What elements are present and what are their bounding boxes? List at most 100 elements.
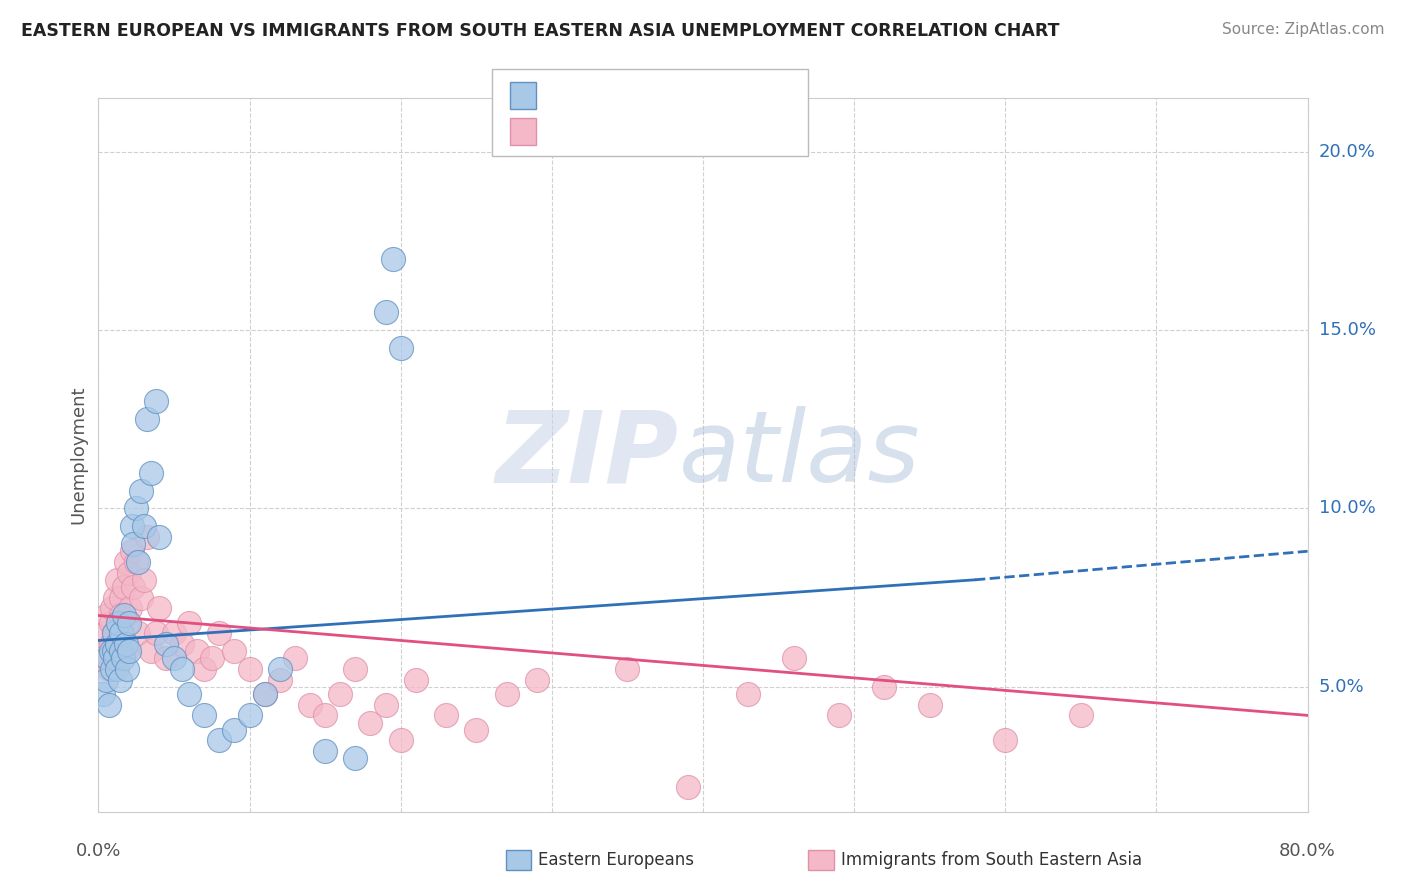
Point	[125, 501, 148, 516]
Text: Source: ZipAtlas.com: Source: ZipAtlas.com	[1222, 22, 1385, 37]
Text: 5.0%: 5.0%	[1319, 678, 1364, 696]
Text: 0.0%: 0.0%	[76, 842, 121, 860]
Point	[208, 733, 231, 747]
Point	[382, 252, 405, 266]
Point	[107, 615, 129, 630]
Point	[110, 626, 132, 640]
Point	[495, 687, 517, 701]
Point	[118, 644, 141, 658]
Point	[111, 626, 134, 640]
Point	[129, 483, 152, 498]
Point	[239, 662, 262, 676]
Point	[120, 601, 142, 615]
Point	[994, 733, 1017, 747]
Point	[96, 608, 118, 623]
Point	[170, 662, 193, 676]
Point	[118, 615, 141, 630]
Point	[163, 626, 186, 640]
Point	[405, 673, 427, 687]
Point	[110, 644, 132, 658]
Point	[125, 555, 148, 569]
Point	[344, 662, 367, 676]
Point	[107, 615, 129, 630]
Point	[101, 601, 124, 615]
Point	[374, 305, 396, 319]
Point	[132, 519, 155, 533]
Point	[98, 662, 121, 676]
Point	[110, 608, 132, 623]
Point	[94, 626, 117, 640]
Point	[918, 698, 941, 712]
Text: Eastern Europeans: Eastern Europeans	[538, 851, 695, 869]
Text: 80.0%: 80.0%	[1279, 842, 1336, 860]
Point	[177, 687, 201, 701]
Text: 15.0%: 15.0%	[1319, 321, 1375, 339]
Point	[135, 530, 157, 544]
Point	[145, 626, 167, 640]
Point	[526, 673, 548, 687]
Text: atlas: atlas	[679, 407, 921, 503]
Point	[201, 651, 224, 665]
Point	[1070, 708, 1092, 723]
Point	[360, 715, 382, 730]
Point	[253, 687, 276, 701]
Point	[737, 687, 759, 701]
Point	[782, 651, 804, 665]
Text: 10.0%: 10.0%	[1319, 500, 1375, 517]
Point	[314, 744, 336, 758]
Point	[344, 751, 367, 765]
Point	[105, 651, 128, 665]
Point	[104, 651, 127, 665]
Point	[115, 615, 138, 630]
Point	[269, 662, 291, 676]
Point	[170, 637, 193, 651]
Point	[114, 644, 136, 658]
Point	[224, 723, 246, 737]
Point	[177, 615, 201, 630]
Point	[103, 626, 125, 640]
Point	[103, 644, 125, 658]
Point	[91, 687, 114, 701]
Point	[208, 626, 231, 640]
Point	[269, 673, 291, 687]
Point	[94, 673, 117, 687]
Point	[105, 662, 128, 676]
Y-axis label: Unemployment: Unemployment	[69, 385, 87, 524]
Point	[141, 466, 163, 480]
Point	[100, 637, 122, 651]
Point	[374, 698, 396, 712]
Point	[155, 651, 177, 665]
Point	[828, 708, 851, 723]
Point	[253, 687, 276, 701]
Point	[314, 708, 336, 723]
Point	[112, 608, 135, 623]
Text: R = -0.275   N = 67: R = -0.275 N = 67	[544, 122, 721, 140]
Point	[101, 662, 124, 676]
Text: 20.0%: 20.0%	[1319, 143, 1375, 161]
Point	[122, 537, 145, 551]
Point	[115, 662, 138, 676]
Point	[148, 530, 170, 544]
Text: ZIP: ZIP	[496, 407, 679, 503]
Point	[110, 591, 132, 605]
Point	[129, 591, 152, 605]
Point	[111, 651, 134, 665]
Text: R =  0.061   N = 46: R = 0.061 N = 46	[544, 87, 720, 104]
Point	[132, 573, 155, 587]
Point	[96, 651, 118, 665]
Point	[465, 723, 488, 737]
Point	[121, 544, 143, 558]
Point	[100, 644, 122, 658]
Point	[873, 680, 896, 694]
Point	[193, 708, 215, 723]
Point	[112, 580, 135, 594]
Point	[284, 651, 307, 665]
Point	[100, 615, 122, 630]
Point	[108, 673, 131, 687]
Point	[329, 687, 352, 701]
Point	[239, 708, 262, 723]
Point	[127, 626, 149, 640]
Point	[103, 626, 125, 640]
Point	[135, 412, 157, 426]
Text: EASTERN EUROPEAN VS IMMIGRANTS FROM SOUTH EASTERN ASIA UNEMPLOYMENT CORRELATION : EASTERN EUROPEAN VS IMMIGRANTS FROM SOUT…	[21, 22, 1060, 40]
